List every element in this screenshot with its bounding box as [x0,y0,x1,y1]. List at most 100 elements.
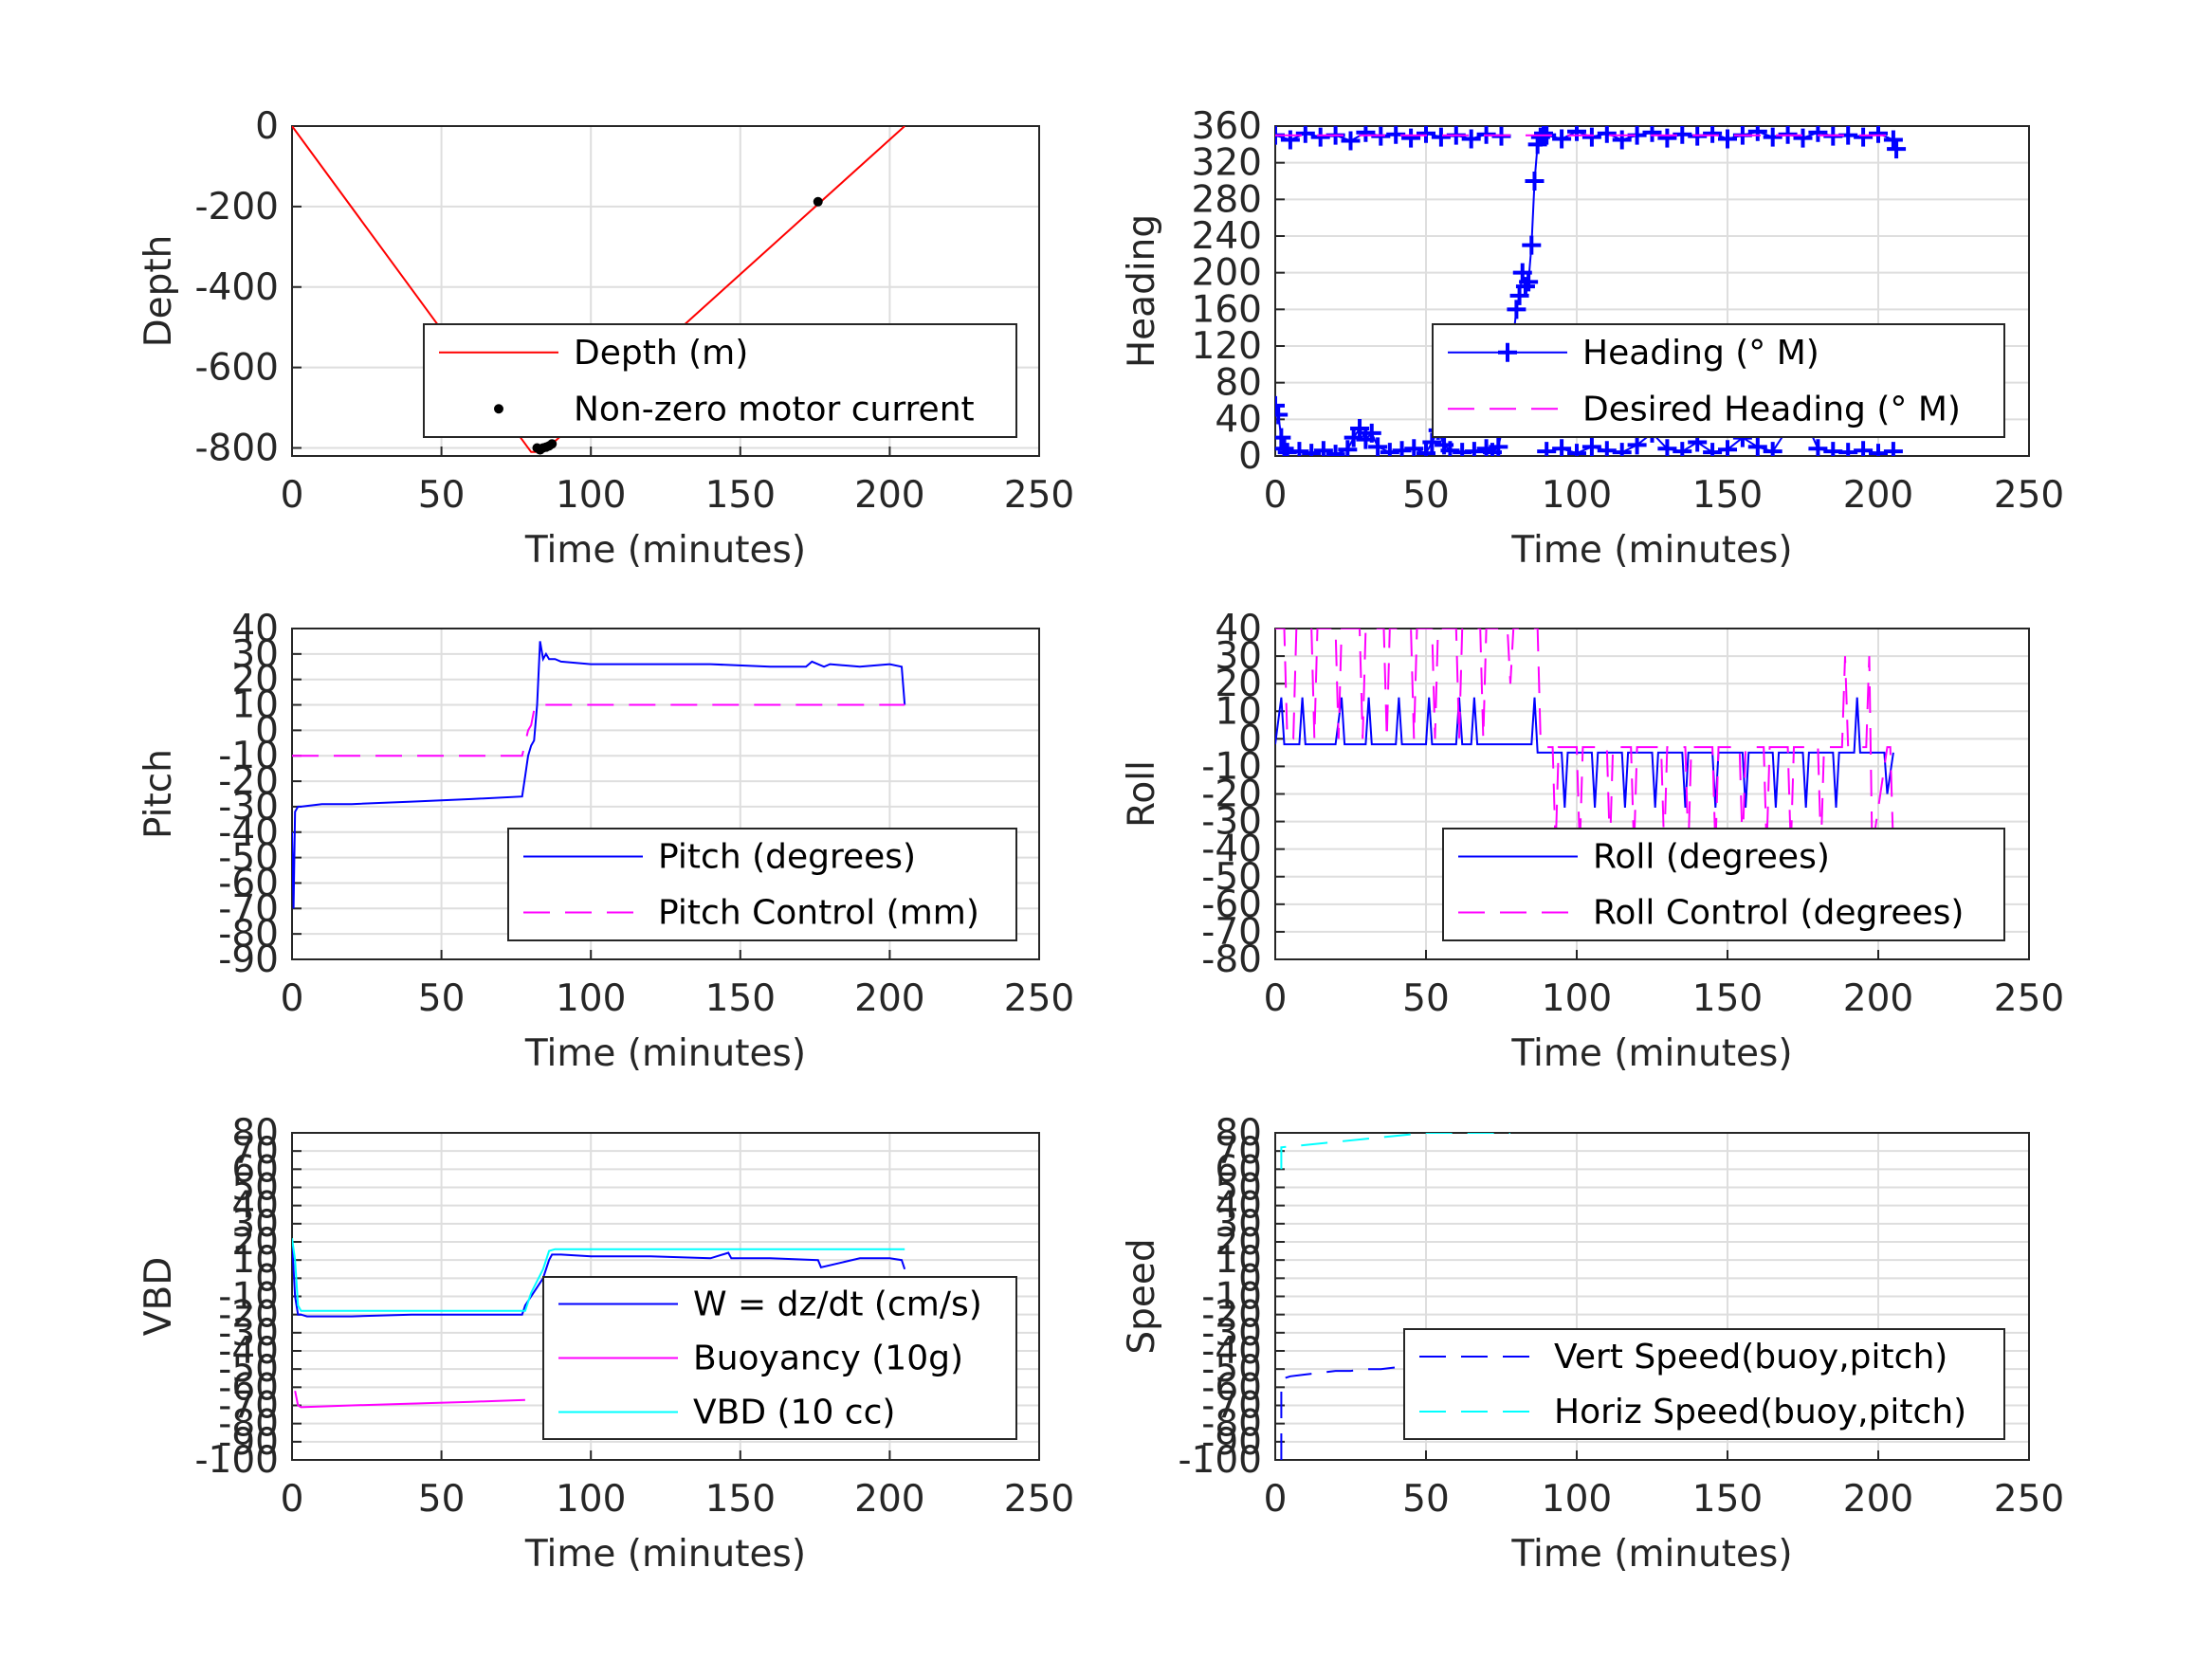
depth-x-tick-label: 0 [281,474,304,517]
speed-y-tick-label: 30 [1215,1203,1262,1246]
heading-data-point [1368,437,1388,456]
pitch-y-tick-label: -30 [218,786,279,829]
vbd-y-tick-label: -60 [218,1366,279,1409]
heading-data-point [1808,439,1828,456]
heading-data-point [1302,444,1322,456]
heading-data-point [1854,127,1874,147]
roll-x-tick-label: 150 [1692,977,1763,1020]
heading-data-point [1275,395,1285,415]
speed-y-tick-label: 0 [1238,1257,1262,1300]
heading-y-tick-label: 120 [1192,325,1262,368]
depth-x-tick-label: 50 [418,474,466,517]
roll-y-tick-label: 20 [1215,663,1262,705]
roll-legend-label: Roll (degrees) [1593,838,1830,877]
roll-y-tick-label: -40 [1201,829,1262,871]
depth-legend-label: Non-zero motor current [574,390,975,428]
heading-data-point [1537,442,1557,456]
roll-y-tick-label: 30 [1215,635,1262,678]
heading-data-point [1642,126,1662,142]
heading-data-point [1522,235,1542,255]
pitch-x-tick-label: 100 [556,977,626,1020]
heading-data-point [1718,440,1737,456]
speed-y-tick-label: 40 [1215,1185,1262,1228]
roll-y-tick-label: 10 [1215,690,1262,733]
heading-data-point [1718,129,1737,149]
heading-data-point [1869,126,1888,143]
pitch-y-tick-label: 10 [231,684,279,727]
heading-data-point [1417,444,1435,456]
speed-y-tick-label: 80 [1215,1112,1262,1155]
heading-y-tick-label: 240 [1192,215,1262,258]
roll-y-tick-label: -80 [1201,939,1262,981]
vbd-y-tick-label: 70 [231,1130,279,1173]
speed-legend: Vert Speed(buoy,pitch) Horiz Speed(buoy,p… [1403,1328,2005,1440]
depth-legend-marker [494,404,503,414]
vbd-y-tick-label: 80 [231,1112,279,1155]
heading-data-point [1519,272,1539,292]
speed-legend-box [1403,1328,2005,1440]
pitch-y-tick-label: -50 [218,837,279,880]
speed-y-tick-label: -90 [1201,1421,1262,1464]
depth-legend-box [423,323,1017,438]
heading-data-point [1612,130,1632,150]
pitch-x-tick-label: 50 [418,977,466,1020]
vbd-x-tick-label: 250 [1004,1478,1074,1521]
pitch-series-line [292,641,906,909]
heading-x-axis-label: Time (minutes) [1510,529,1792,572]
heading-x-tick-label: 200 [1843,474,1913,517]
speed-x-tick-label: 200 [1843,1478,1913,1521]
roll-x-axis-label: Time (minutes) [1510,1032,1792,1075]
pitch-legend-label: Pitch (degrees) [658,838,916,877]
roll-y-tick-label: -10 [1201,745,1262,788]
heading-data-point [1417,126,1435,143]
speed-y-tick-label: 20 [1215,1221,1262,1264]
heading-data-point [1657,439,1677,456]
heading-y-tick-label: 160 [1192,288,1262,331]
vbd-x-tick-label: 0 [281,1478,304,1521]
depth-x-tick-label: 200 [854,474,924,517]
heading-x-tick-label: 100 [1542,474,1612,517]
speed-y-tick-label: 70 [1215,1130,1262,1173]
pitch-y-tick-label: -10 [218,735,279,777]
roll-y-tick-label: -30 [1201,801,1262,844]
heading-x-tick-label: 50 [1402,474,1450,517]
speed-legend-label: Vert Speed(buoy,pitch) [1554,1338,1947,1376]
heading-data-point [1612,443,1632,456]
heading-data-point [1747,126,1767,141]
heading-legend-marker [1498,342,1517,362]
pitch-y-tick-label: -60 [218,862,279,904]
vbd-series-line [292,1238,905,1312]
heading-x-tick-label: 0 [1264,474,1288,517]
roll-x-tick-label: 0 [1264,977,1288,1020]
heading-data-point [1525,172,1545,191]
pitch-x-tick-label: 150 [705,977,776,1020]
heading-y-tick-label: 200 [1192,252,1262,295]
heading-data-point [1275,405,1289,425]
speed-y-tick-label: -30 [1201,1312,1262,1355]
roll-y-tick-label: -60 [1201,884,1262,926]
roll-y-tick-label: -70 [1201,911,1262,954]
heading-data-point [1280,130,1300,150]
speed-y-tick-label: 10 [1215,1239,1262,1282]
vbd-y-tick-label: 40 [231,1185,279,1228]
heading-y-tick-label: 0 [1238,435,1262,478]
pitch-legend: Pitch (degrees) Pitch Control (mm) [507,828,1017,941]
pitch-legend-label: Pitch Control (mm) [658,894,979,933]
pitch-series-line [292,703,905,757]
vbd-y-tick-label: 60 [231,1148,279,1191]
heading-data-point [1883,442,1903,456]
heading-y-tick-label: 320 [1192,142,1262,185]
depth-x-axis-label: Time (minutes) [524,529,806,572]
pitch-y-tick-label: -40 [218,811,279,854]
vbd-x-axis-label: Time (minutes) [524,1533,806,1576]
depth-x-tick-label: 100 [556,474,626,517]
heading-chart: 0 50 100 150 200 2500408012016020024028032036… [1121,105,2064,572]
vbd-legend-label: Buoyancy (10g) [693,1340,963,1378]
depth-data-point [813,196,823,207]
vbd-y-tick-label: -50 [218,1348,279,1391]
heading-y-tick-label: 360 [1192,105,1262,148]
pitch-y-tick-label: -20 [218,760,279,803]
depth-x-tick-label: 250 [1004,474,1074,517]
pitch-axes-frame [291,628,1040,960]
